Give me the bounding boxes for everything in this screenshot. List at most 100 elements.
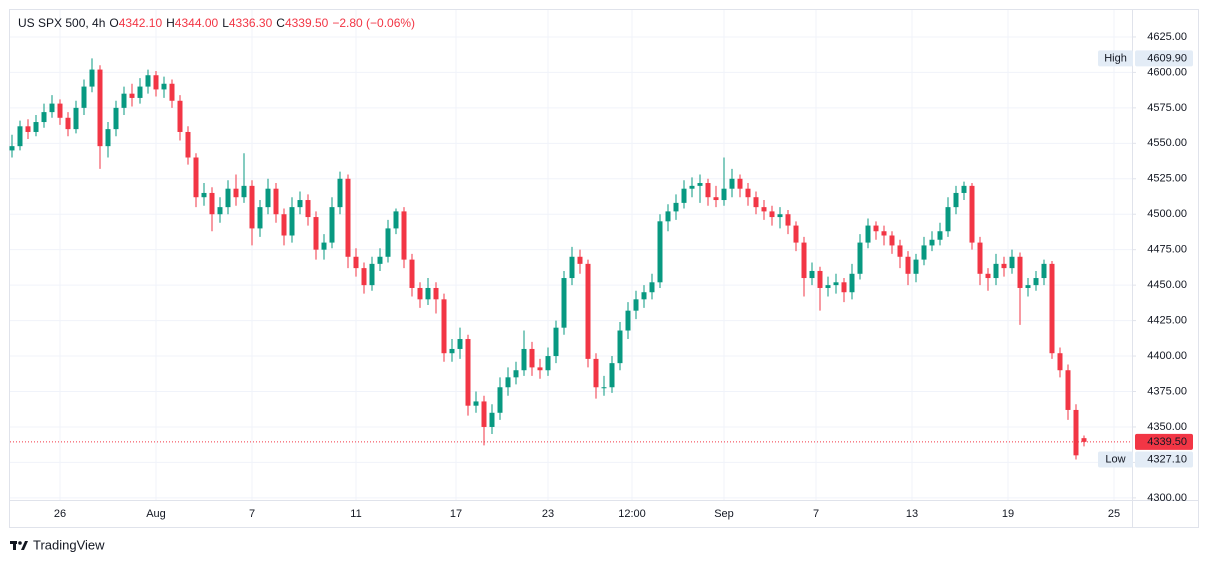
y-tick-label: 4450.00 xyxy=(1147,279,1187,291)
candle-body xyxy=(97,69,103,147)
candle-body xyxy=(369,263,375,286)
ohlc-value: 4336.30 xyxy=(229,16,273,30)
candle-body xyxy=(169,83,175,101)
ohlc-value: 4344.00 xyxy=(175,16,219,30)
candle-body xyxy=(641,292,647,300)
candle-body xyxy=(657,221,663,283)
x-tick-label: 7 xyxy=(249,508,255,520)
candle-body xyxy=(937,231,943,240)
candle-body xyxy=(1073,409,1079,456)
candle-body xyxy=(537,367,543,371)
candle-body xyxy=(577,256,583,264)
candle-body xyxy=(929,239,935,246)
candle-body xyxy=(793,225,799,243)
candle-body xyxy=(217,207,223,215)
candle-body xyxy=(1049,263,1055,354)
candle-body xyxy=(41,112,47,123)
y-tick-label: 4550.00 xyxy=(1147,137,1187,149)
candle-body xyxy=(913,259,919,274)
candle-body xyxy=(857,242,863,274)
candle-body xyxy=(1041,263,1047,279)
candle-body xyxy=(777,214,783,218)
candle-body xyxy=(745,188,751,198)
marker-value: 4609.90 xyxy=(1147,52,1187,64)
marker-value-box xyxy=(1135,451,1193,468)
candle-body xyxy=(969,185,975,243)
x-tick-label: Sep xyxy=(714,508,734,520)
candle-body xyxy=(337,178,343,208)
candle-body xyxy=(185,131,191,158)
marker-name: Low xyxy=(1105,453,1125,465)
candle-body xyxy=(1033,278,1039,286)
x-tick-label: 12:00 xyxy=(618,508,646,520)
candle-body xyxy=(1081,438,1087,442)
candle-body xyxy=(473,401,479,406)
candle-body xyxy=(841,282,847,293)
brand-logo xyxy=(10,541,28,550)
last-price-label: 4339.50 xyxy=(1147,436,1187,448)
candle-body xyxy=(785,214,791,226)
candle-body xyxy=(457,339,463,349)
marker-name: High xyxy=(1104,52,1127,64)
x-tick-label: 26 xyxy=(54,508,66,520)
candle-body xyxy=(177,100,183,132)
candle-body xyxy=(817,270,823,288)
candle-body xyxy=(713,197,719,201)
candle-body xyxy=(513,370,519,378)
candle-body xyxy=(265,188,271,208)
candle-body xyxy=(961,185,967,193)
candle-body xyxy=(273,188,279,215)
candle-body xyxy=(441,299,447,354)
candle-body xyxy=(329,207,335,243)
candle-body xyxy=(705,183,711,198)
candle-body xyxy=(737,178,743,189)
ohlc-name: C xyxy=(276,16,285,30)
candle-body xyxy=(681,188,687,203)
ohlc-name: L xyxy=(222,16,229,30)
candle-body xyxy=(409,259,415,288)
candle-body xyxy=(25,126,31,132)
candle-body xyxy=(321,242,327,250)
candle-body xyxy=(233,188,239,198)
x-tick-label: 23 xyxy=(542,508,554,520)
candle-body xyxy=(665,211,671,222)
candle-body xyxy=(889,235,895,246)
candle-body xyxy=(249,185,255,229)
candle-body xyxy=(289,207,295,236)
candle-body xyxy=(505,377,511,388)
candle-body xyxy=(353,256,359,269)
candle-body xyxy=(985,273,991,279)
chart-frame xyxy=(9,9,1199,528)
candle-body xyxy=(497,387,503,413)
candle-body xyxy=(137,86,143,98)
candle-body xyxy=(153,75,159,90)
candle-body xyxy=(689,185,695,189)
candle-body xyxy=(385,228,391,257)
overlay: 4339.50 High 4609.90 Low 4327.10 xyxy=(10,50,1193,468)
candle-body xyxy=(625,310,631,331)
candle-body xyxy=(393,211,399,229)
candle-body xyxy=(73,107,79,130)
candle-body xyxy=(1017,256,1023,288)
y-tick-label: 4575.00 xyxy=(1147,102,1187,114)
x-tick-label: 17 xyxy=(450,508,462,520)
brand: TradingView xyxy=(33,537,105,552)
x-tick-label: 11 xyxy=(350,508,361,520)
change: −2.80 (−0.06%) xyxy=(332,16,415,30)
candle-body xyxy=(921,245,927,260)
candle-body xyxy=(209,192,215,215)
candle-body xyxy=(129,93,135,98)
candle-body xyxy=(729,178,735,189)
candle-body xyxy=(33,122,39,132)
candle-body xyxy=(585,263,591,359)
candle-body xyxy=(601,387,607,389)
candle-body xyxy=(545,356,551,371)
candle-body xyxy=(769,211,775,218)
legend: US SPX 500, 4h O4342.10 H4344.00 L4336.30 C4… xyxy=(18,16,415,30)
ohlc-value: 4342.10 xyxy=(119,16,163,30)
candle-body xyxy=(697,183,703,186)
candle-body xyxy=(881,231,887,236)
candle-body xyxy=(833,282,839,286)
candle-body xyxy=(529,348,535,368)
candle-body xyxy=(721,188,727,201)
